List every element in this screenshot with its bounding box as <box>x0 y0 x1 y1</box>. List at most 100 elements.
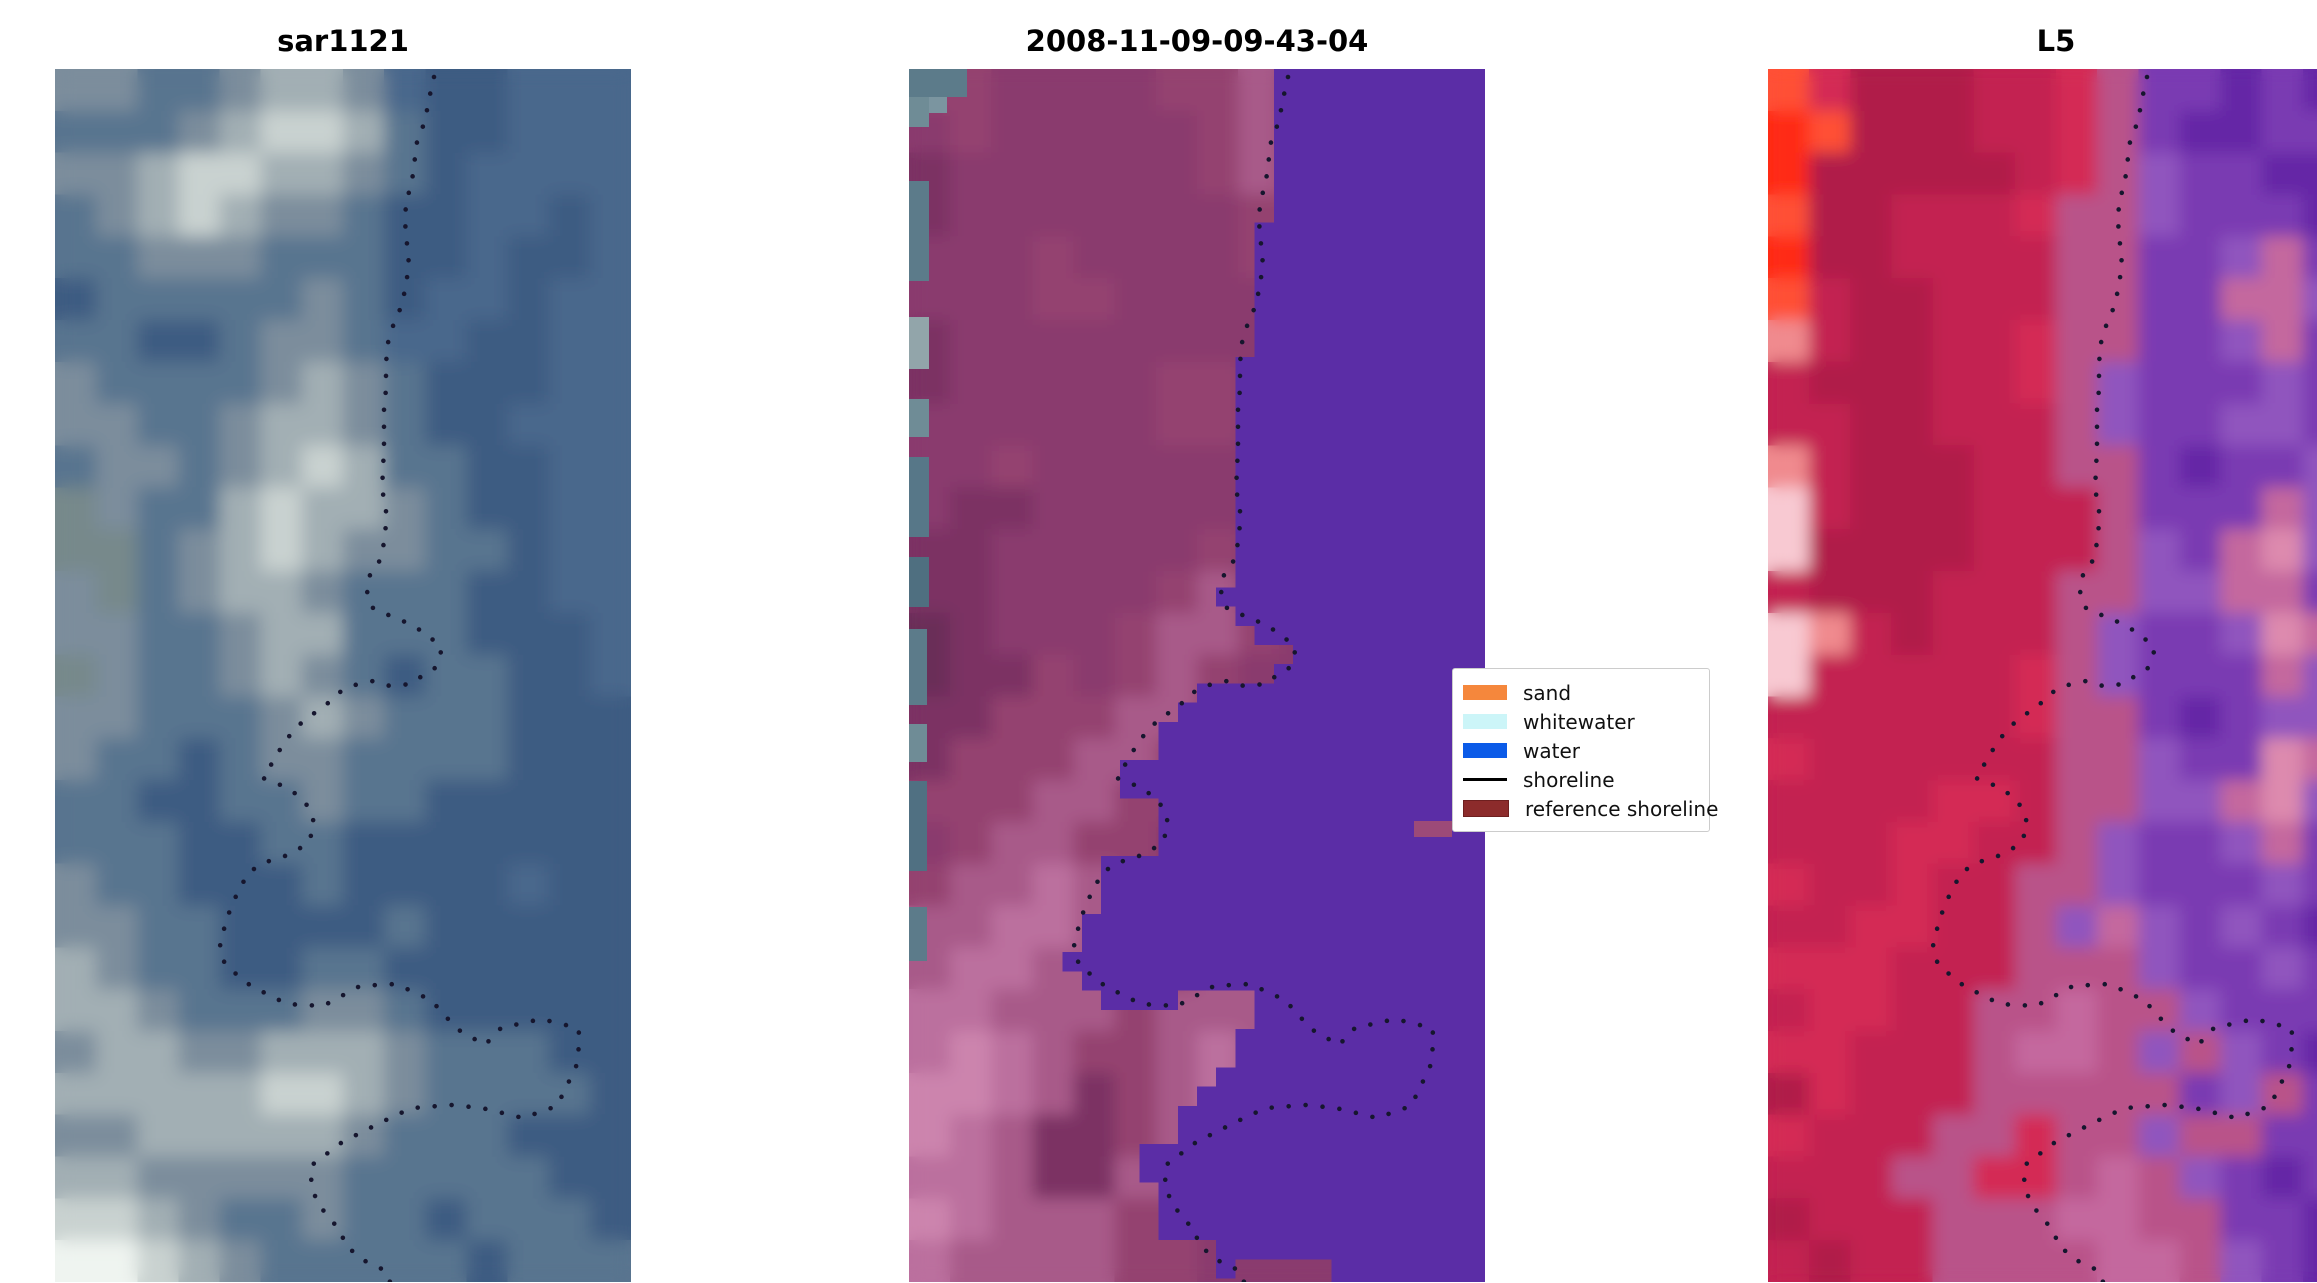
mosaic-cell <box>2261 780 2304 823</box>
legend-item-whitewater: whitewater <box>1463 707 1699 736</box>
mosaic-cell <box>1973 780 2016 823</box>
mosaic-cell <box>1032 1031 1075 1074</box>
mosaic-cell <box>2138 612 2181 656</box>
mosaic-cell <box>1114 403 1157 447</box>
legend-swatch-whitewater <box>1463 714 1507 729</box>
mosaic-cell <box>466 863 509 907</box>
mosaic-cell <box>909 1031 951 1074</box>
mosaic-cell <box>384 152 426 196</box>
mosaic-cell <box>1850 361 1893 405</box>
mosaic-cell <box>2302 1240 2317 1282</box>
mosaic-cell <box>1032 780 1075 823</box>
mosaic-cell <box>2056 696 2098 739</box>
mosaic-cell <box>343 570 385 614</box>
mosaic-cell <box>343 529 385 572</box>
mosaic-cell <box>301 1072 344 1116</box>
mosaic-cell <box>343 194 385 237</box>
mosaic-cell <box>1891 612 1934 656</box>
mosaic-cell <box>1973 1198 2016 1241</box>
mosaic-cell <box>1114 361 1157 405</box>
mosaic-cell <box>950 1072 992 1116</box>
mosaic-cell <box>384 1031 426 1074</box>
mosaic-cell <box>2138 905 2181 948</box>
mosaic-cell <box>1973 529 2016 572</box>
mosaic-cell <box>343 319 385 363</box>
mosaic-cell <box>384 905 426 948</box>
mosaic-cell <box>466 487 509 530</box>
mosaic-cell <box>1973 1031 2016 1074</box>
mosaic-cell <box>178 319 221 363</box>
mosaic-cell <box>1809 989 1851 1032</box>
mosaic-cell <box>991 529 1034 572</box>
mosaic-cell <box>1891 403 1934 447</box>
mosaic-cell <box>1809 194 1851 237</box>
mosaic-cell <box>991 69 1034 112</box>
mosaic-cell <box>1155 319 1198 363</box>
mosaic-cell <box>1073 445 1116 488</box>
mosaic-cell <box>1768 152 1810 196</box>
mosaic-cell <box>1973 236 2016 279</box>
mosaic-cell <box>2261 1114 2304 1158</box>
mosaic-cell <box>1809 403 1851 447</box>
mosaic-cell <box>55 821 97 865</box>
mosaic-cell <box>589 905 631 948</box>
mosaic-cell <box>2056 361 2098 405</box>
mosaic-cell <box>2138 780 2181 823</box>
mosaic-cell <box>2179 947 2222 990</box>
mosaic-cell <box>466 570 509 614</box>
mosaic-cell <box>507 1240 550 1282</box>
mosaic-cell <box>2138 319 2181 363</box>
edge-pixel-block <box>909 399 929 437</box>
mosaic-cell <box>55 654 97 698</box>
mosaic-cell <box>507 194 550 237</box>
mosaic-cell <box>1932 1114 1975 1158</box>
mosaic-cell <box>2014 821 2057 865</box>
mosaic-cell <box>137 529 180 572</box>
legend-item-shoreline: shoreline <box>1463 765 1699 794</box>
mosaic-cell <box>2014 780 2057 823</box>
mosaic-cell <box>1809 278 1851 321</box>
mosaic-cell <box>1891 1072 1934 1116</box>
mosaic-cell <box>466 654 509 698</box>
mosaic-cell <box>1197 487 1239 530</box>
mosaic-cell <box>1809 361 1851 405</box>
mosaic-cell <box>301 487 344 530</box>
mosaic-cell <box>1850 738 1893 781</box>
mosaic-cell <box>1891 1114 1934 1158</box>
mosaic-cell <box>137 361 180 405</box>
mosaic-cell <box>2179 487 2222 530</box>
mosaic-cell <box>909 278 951 321</box>
mosaic-cell <box>2097 1240 2139 1282</box>
mosaic-cell <box>589 194 631 237</box>
mosaic-cell <box>137 278 180 321</box>
mosaic-cell <box>178 236 221 279</box>
mosaic-cell <box>343 278 385 321</box>
mosaic-cell <box>2220 445 2263 488</box>
mosaic-cell <box>1809 738 1851 781</box>
mosaic-cell <box>301 947 344 990</box>
mosaic-cell <box>466 445 509 488</box>
edge-pixel-block <box>909 781 927 871</box>
mosaic-cell <box>343 69 385 112</box>
mosaic-cell <box>96 821 138 865</box>
mosaic-cell <box>466 529 509 572</box>
mosaic-cell <box>548 236 591 279</box>
mosaic-cell <box>1809 445 1851 488</box>
mosaic-cell <box>1809 863 1851 907</box>
mosaic-cell <box>137 69 180 112</box>
mosaic-cell <box>1032 152 1075 196</box>
mosaic-cell <box>2097 319 2139 363</box>
mosaic-cell <box>1891 947 1934 990</box>
mosaic-cell <box>2261 570 2304 614</box>
mosaic-cell <box>1073 1072 1116 1116</box>
mosaic-cell <box>178 989 221 1032</box>
mosaic-cell <box>950 863 992 907</box>
mosaic-cell <box>137 1156 180 1199</box>
mosaic-cell <box>1891 529 1934 572</box>
mosaic-cell <box>589 780 631 823</box>
mosaic-cell <box>1032 905 1075 948</box>
mosaic-cell <box>2302 738 2317 781</box>
mosaic-cell <box>1155 487 1198 530</box>
mosaic-cell <box>2261 696 2304 739</box>
mosaic-cell <box>2056 1198 2098 1241</box>
